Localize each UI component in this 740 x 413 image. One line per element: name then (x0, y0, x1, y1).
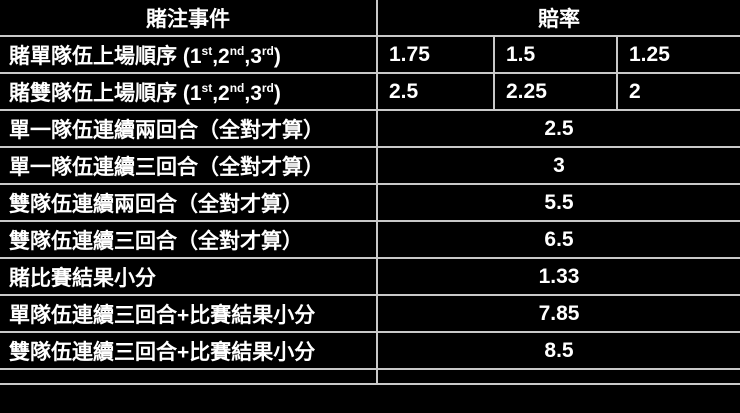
odds-value-cell: 3 (377, 147, 740, 185)
event-label-cell: 單一隊伍連續兩回合（全對才算） (0, 110, 378, 148)
event-label-cell: 單一隊伍連續三回合（全對才算） (0, 147, 378, 185)
event-label-cell: 單隊伍連續三回合+比賽結果小分 (0, 295, 378, 333)
table-row: 單一隊伍連續兩回合（全對才算） 2.5 (0, 110, 740, 148)
event-label-cell: 雙隊伍連續兩回合（全對才算） (0, 184, 378, 222)
betting-odds-table: 賭注事件 賠率 賭單隊伍上場順序 (1st,2nd,3rd) 1.75 1.5 1.2… (0, 0, 740, 385)
odds-value-cell: 1.33 (377, 258, 740, 296)
odds-value-cell: 1.25 (617, 36, 740, 74)
table-row: 雙隊伍連續兩回合（全對才算） 5.5 (0, 184, 740, 222)
partial-cutoff-row (0, 369, 740, 385)
odds-value-cell: 7.85 (377, 295, 740, 333)
odds-value-cell: 1.5 (494, 36, 618, 74)
table-row: 賭雙隊伍上場順序 (1st,2nd,3rd) 2.5 2.25 2 (0, 73, 740, 111)
odds-value-cell: 1.75 (377, 36, 495, 74)
header-event-column: 賭注事件 (0, 0, 378, 37)
table-row: 單隊伍連續三回合+比賽結果小分 7.85 (0, 295, 740, 333)
ordinal-superscript: st (201, 43, 213, 58)
odds-value-cell: 2.25 (494, 73, 618, 111)
odds-value-cell: 2.5 (377, 73, 495, 111)
event-label-cell: 雙隊伍連續三回合（全對才算） (0, 221, 378, 259)
odds-value-cell: 2 (617, 73, 740, 111)
odds-value-cell: 8.5 (377, 332, 740, 370)
odds-value-cell: 5.5 (377, 184, 740, 222)
event-label-cell: 賭雙隊伍上場順序 (1st,2nd,3rd) (0, 73, 378, 111)
table-row: 賭單隊伍上場順序 (1st,2nd,3rd) 1.75 1.5 1.25 (0, 36, 740, 74)
event-label-cell: 賭單隊伍上場順序 (1st,2nd,3rd) (0, 36, 378, 74)
header-odds-column: 賠率 (377, 0, 740, 37)
event-label-cell: 雙隊伍連續三回合+比賽結果小分 (0, 332, 378, 370)
odds-value-cell (377, 369, 740, 385)
table-row: 賭比賽結果小分 1.33 (0, 258, 740, 296)
ordinal-superscript: st (201, 80, 213, 95)
ordinal-superscript: rd (261, 43, 274, 58)
table-row: 雙隊伍連續三回合+比賽結果小分 8.5 (0, 332, 740, 370)
ordinal-superscript: nd (229, 43, 245, 58)
table-header-row: 賭注事件 賠率 (0, 0, 740, 37)
ordinal-superscript: nd (229, 80, 245, 95)
event-label-cell: 賭比賽結果小分 (0, 258, 378, 296)
table-row: 單一隊伍連續三回合（全對才算） 3 (0, 147, 740, 185)
odds-value-cell: 2.5 (377, 110, 740, 148)
ordinal-superscript: rd (261, 80, 274, 95)
odds-table-body: 賭單隊伍上場順序 (1st,2nd,3rd) 1.75 1.5 1.25 賭雙隊伍上場順… (0, 36, 740, 385)
table-row: 雙隊伍連續三回合（全對才算） 6.5 (0, 221, 740, 259)
odds-value-cell: 6.5 (377, 221, 740, 259)
event-label-cell (0, 369, 378, 385)
